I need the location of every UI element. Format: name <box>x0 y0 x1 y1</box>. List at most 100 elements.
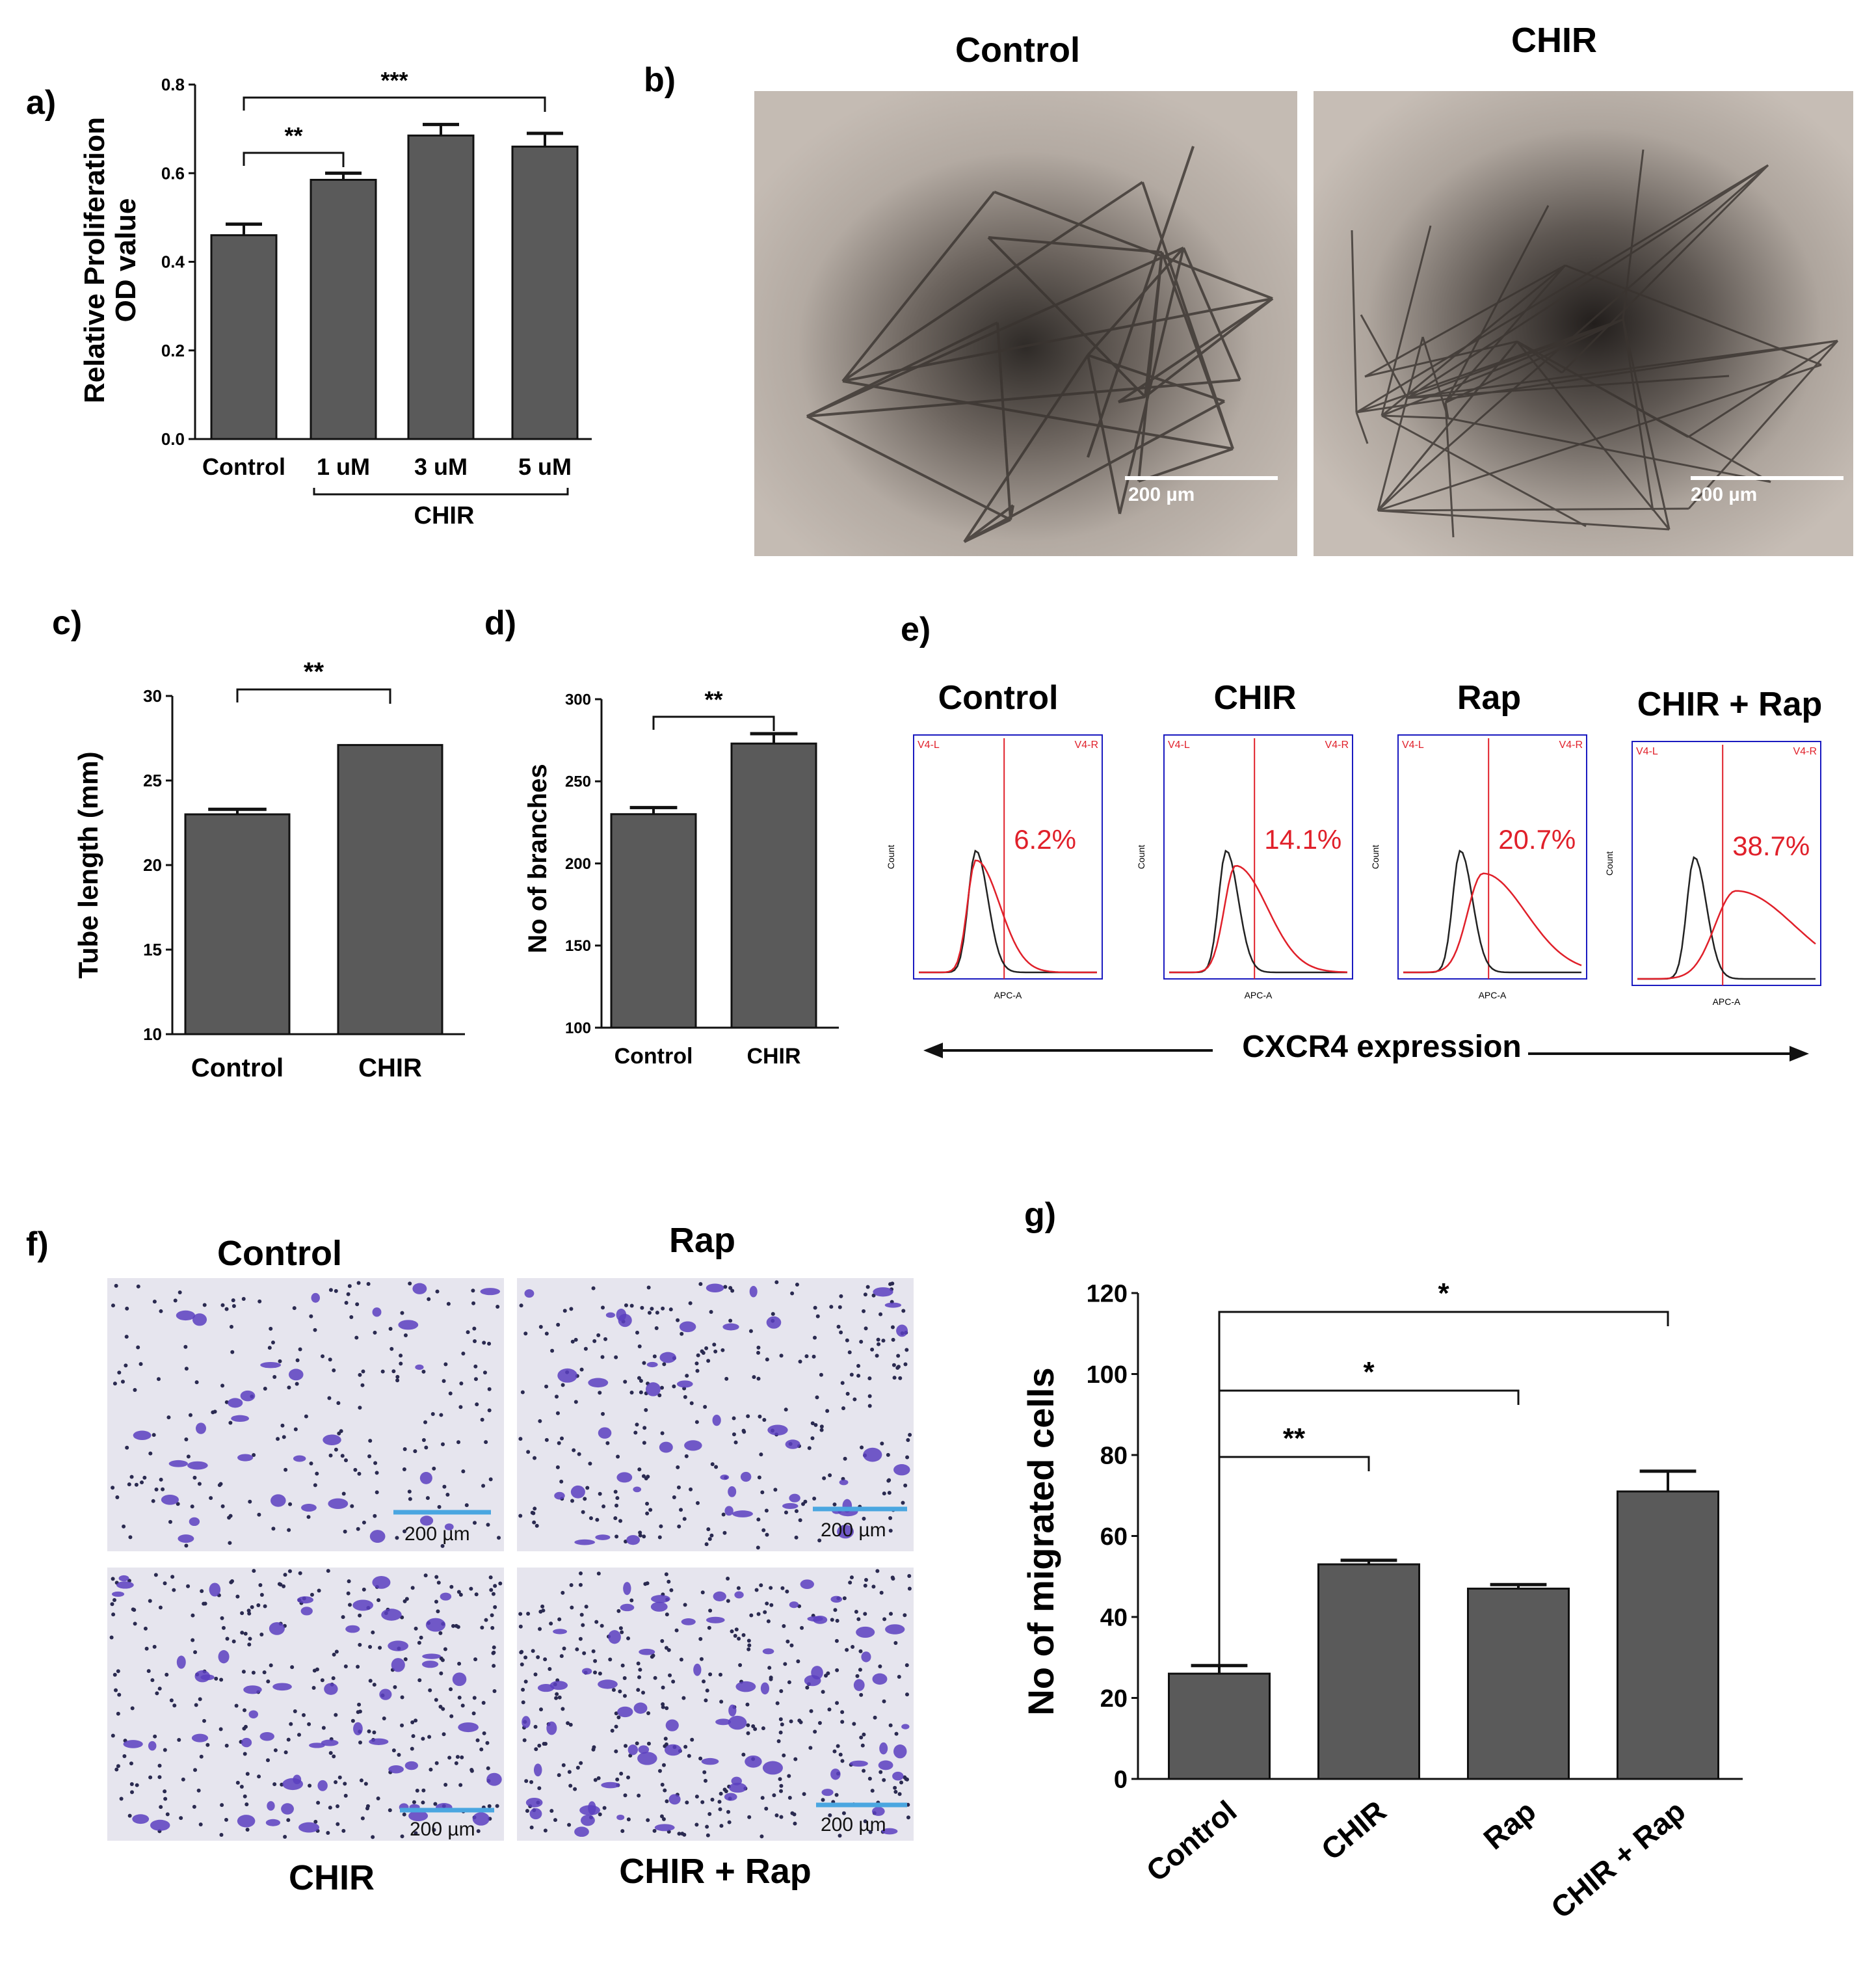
migrated-cell <box>116 1581 134 1589</box>
migrated-cell <box>881 1828 898 1835</box>
tube-network-chir <box>1351 149 1839 538</box>
pore-dot <box>246 1609 251 1613</box>
histogram-treated-curve <box>919 859 1097 974</box>
pore-dot <box>408 1497 412 1501</box>
panel-b-label-control: Control <box>955 31 1080 70</box>
pore-dot <box>439 1413 443 1417</box>
pore-dot <box>178 1290 182 1294</box>
tube-network-control <box>806 146 1274 543</box>
pore-dot <box>549 1622 553 1626</box>
pore-dot <box>399 1361 403 1366</box>
migrated-cell <box>248 1710 258 1718</box>
pore-dot <box>834 1793 839 1797</box>
pore-dot <box>598 1391 602 1395</box>
tube-segment <box>1377 336 1424 511</box>
tube-segment <box>806 379 1241 418</box>
pore-dot <box>639 1390 643 1395</box>
pore-dot <box>454 1761 458 1765</box>
pore-dot <box>469 1586 473 1591</box>
y-tick-label: 0.2 <box>161 341 185 360</box>
bar <box>407 134 475 440</box>
pore-dot <box>854 1609 858 1614</box>
pore-dot <box>163 1789 167 1794</box>
pore-dot <box>787 1796 792 1800</box>
pore-dot <box>760 1834 764 1839</box>
pore-dot <box>746 1414 750 1419</box>
pore-dot <box>787 1774 791 1778</box>
pore-dot <box>327 1396 332 1400</box>
pore-dot <box>553 1818 557 1822</box>
pore-dot <box>487 1387 492 1391</box>
pore-dot <box>526 1612 531 1616</box>
significance-bracket <box>243 96 546 112</box>
pore-dot <box>343 1529 347 1534</box>
x-tick-label: CHIR <box>746 1044 800 1069</box>
pore-dot <box>796 1659 800 1664</box>
pore-dot <box>779 1815 784 1819</box>
pore-dot <box>272 1782 277 1787</box>
pore-dot <box>896 1354 901 1358</box>
pore-dot <box>152 1644 157 1649</box>
y-tick-label: 0.0 <box>161 429 185 449</box>
pore-dot <box>713 1349 718 1354</box>
pore-dot <box>252 1453 256 1458</box>
pore-dot <box>710 1797 715 1802</box>
pore-dot <box>549 1809 554 1813</box>
pore-dot <box>642 1534 646 1539</box>
migrated-cell <box>595 1534 611 1540</box>
pore-dot <box>522 1738 527 1742</box>
percent-label: 14.1% <box>1264 824 1341 855</box>
tube-segment <box>1445 318 1624 404</box>
pore-dot <box>523 1655 528 1660</box>
pore-dot <box>243 1631 248 1636</box>
pore-dot <box>202 1718 207 1723</box>
pore-dot <box>859 1692 864 1697</box>
pore-dot <box>661 1763 666 1767</box>
pore-dot <box>130 1706 135 1711</box>
pore-dot <box>410 1720 415 1724</box>
pore-dot <box>554 1696 559 1700</box>
pore-dot <box>538 1627 542 1631</box>
pore-dot <box>779 1789 784 1793</box>
migrated-cell <box>300 1607 313 1616</box>
pore-dot <box>148 1451 153 1456</box>
pore-dot <box>235 1780 240 1785</box>
pore-dot <box>395 1374 400 1379</box>
migrated-cell <box>323 1434 341 1445</box>
pore-dot <box>636 1661 641 1666</box>
pore-dot <box>129 1761 133 1766</box>
pore-dot <box>645 1501 650 1506</box>
pore-dot <box>859 1339 864 1344</box>
pore-dot <box>845 1391 850 1396</box>
pore-dot <box>220 1803 224 1808</box>
pore-dot <box>689 1487 693 1491</box>
pore-dot <box>356 1281 361 1285</box>
panel-f-label-chir-rap: CHIR + Rap <box>619 1852 812 1891</box>
migrated-cell <box>713 1591 726 1601</box>
migrated-cell <box>863 1447 882 1462</box>
pore-dot <box>343 1793 348 1798</box>
migrated-cell <box>893 1744 907 1759</box>
bar <box>210 234 278 440</box>
pore-dot <box>560 1436 564 1441</box>
pore-dot <box>706 1359 711 1363</box>
pore-dot <box>533 1724 538 1729</box>
pore-dot <box>534 1747 538 1752</box>
pore-dot <box>363 1782 368 1786</box>
pore-dot <box>173 1298 178 1303</box>
bar <box>730 742 817 1029</box>
pore-dot <box>574 1337 578 1342</box>
pore-dot <box>488 1477 493 1482</box>
pore-dot <box>570 1605 574 1610</box>
tube-segment <box>1377 507 1689 512</box>
pore-dot <box>203 1601 207 1606</box>
pore-dot <box>475 1738 480 1742</box>
pore-dot <box>623 1793 628 1798</box>
pore-dot <box>343 1782 347 1786</box>
pore-dot <box>730 1288 735 1293</box>
pore-dot <box>436 1609 440 1614</box>
y-axis-label: Tube length (mm) <box>73 751 103 978</box>
pore-dot <box>211 1410 215 1415</box>
pore-dot <box>667 1648 671 1652</box>
pore-dot <box>447 1756 452 1760</box>
